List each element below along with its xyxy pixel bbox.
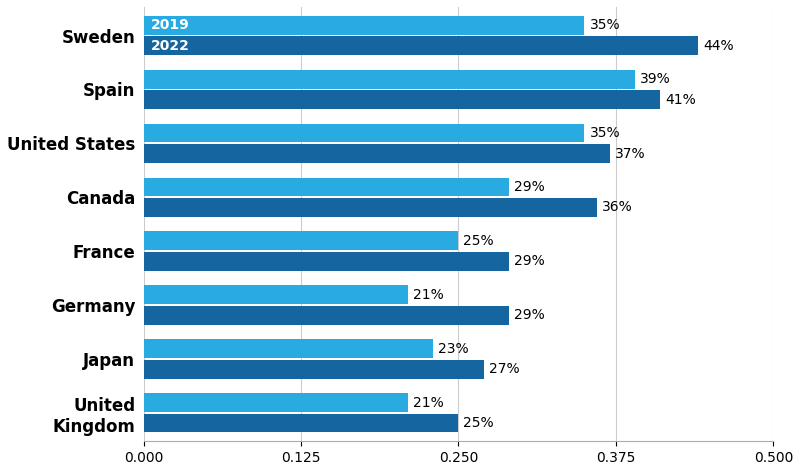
Text: 29%: 29% [514,180,545,194]
Bar [143,339,434,358]
Text: 29%: 29% [514,254,545,268]
Bar [143,285,408,304]
Text: 35%: 35% [590,18,620,32]
Bar [143,360,484,379]
Bar [143,231,458,250]
Bar [143,413,458,432]
Text: 27%: 27% [489,362,519,376]
Bar [143,36,698,55]
Text: 25%: 25% [463,234,494,248]
Text: 2022: 2022 [151,39,190,53]
Bar [143,177,509,196]
Text: 21%: 21% [413,396,444,410]
Bar [143,198,597,217]
Text: 35%: 35% [590,126,620,140]
Bar [143,252,509,271]
Bar [143,16,585,35]
Bar [143,306,509,325]
Text: 25%: 25% [463,416,494,430]
Text: 36%: 36% [602,201,633,214]
Text: 23%: 23% [438,342,469,355]
Bar [143,393,408,412]
Text: 39%: 39% [640,72,670,86]
Text: 41%: 41% [665,93,696,107]
Text: 44%: 44% [703,39,734,53]
Text: 37%: 37% [614,146,646,160]
Text: 2019: 2019 [151,18,190,32]
Bar [143,70,635,89]
Bar [143,90,660,109]
Bar [143,124,585,143]
Text: 29%: 29% [514,308,545,322]
Bar [143,144,610,163]
Text: 21%: 21% [413,288,444,302]
